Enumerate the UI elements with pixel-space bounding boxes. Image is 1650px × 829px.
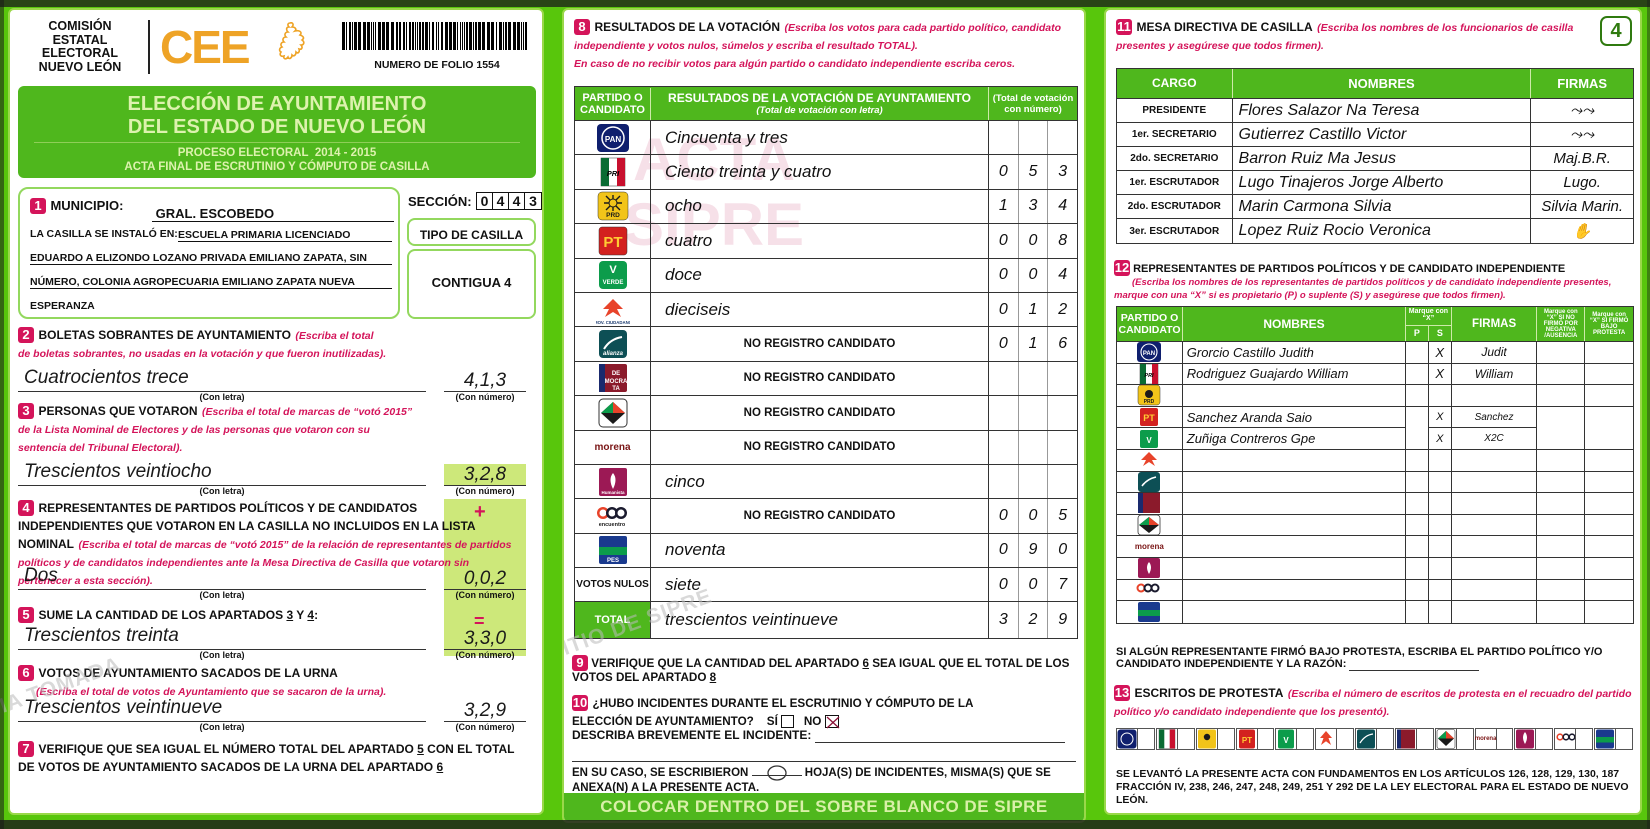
svg-text:V: V (609, 264, 617, 276)
svg-text:PRI: PRI (606, 169, 619, 178)
svg-text:V: V (1284, 736, 1290, 745)
svg-text:Humanista: Humanista (601, 490, 625, 495)
svg-text:encuentro: encuentro (598, 522, 625, 528)
svg-text:PES: PES (606, 558, 618, 564)
svg-text:PT: PT (1241, 736, 1251, 745)
svg-text:PT: PT (1144, 413, 1156, 423)
svg-text:PT: PT (603, 234, 622, 251)
svg-text:PRD: PRD (1144, 399, 1155, 405)
svg-text:PRI: PRI (1145, 373, 1155, 379)
svg-text:alianza: alianza (602, 351, 623, 357)
svg-text:PAN: PAN (1143, 351, 1155, 357)
svg-text:PAN: PAN (604, 135, 621, 144)
svg-text:PRD: PRD (606, 212, 620, 219)
svg-text:VERDE: VERDE (602, 280, 623, 286)
svg-text:V: V (1147, 436, 1153, 445)
svg-text:MOV. CIUDADANO: MOV. CIUDADANO (596, 320, 630, 325)
svg-text:MOCRA: MOCRA (604, 379, 627, 385)
svg-text:DE: DE (611, 371, 619, 377)
svg-text:TA: TA (612, 386, 620, 392)
